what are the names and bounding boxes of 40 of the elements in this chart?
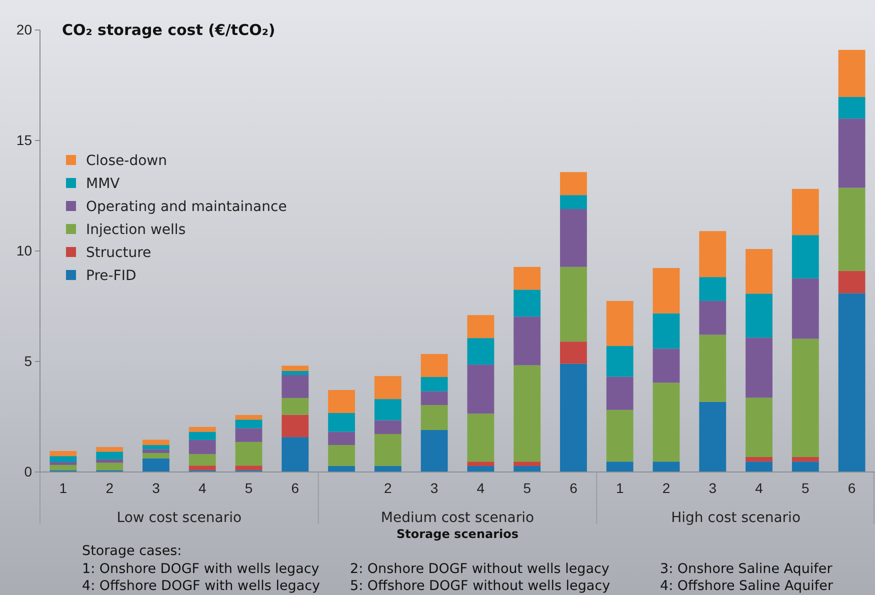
text: 3: Onshore Saline Aquifer	[660, 561, 833, 577]
x-tick-label: 1	[59, 480, 68, 496]
text: 1: Onshore DOGF with wells legacy	[82, 561, 320, 577]
text: High cost scenario	[671, 510, 801, 526]
legend-label: MMV	[86, 176, 120, 192]
x-tick-label: 3	[708, 480, 717, 496]
y-tick-label: 5	[24, 352, 32, 369]
x-tick-label: 2	[384, 480, 392, 496]
x-tick-label: 6	[291, 480, 300, 496]
legend-label: Close-down	[86, 153, 167, 169]
x-tick-label: 3	[152, 480, 160, 496]
x-tick-label: 3	[430, 480, 438, 496]
y-tick-label: 0	[24, 463, 32, 480]
x-tick-label: 5	[802, 480, 810, 496]
text: 5: Offshore DOGF without wells legacy	[350, 578, 610, 594]
text: Storage cases:	[82, 543, 182, 559]
legend-label: Operating and maintainance	[86, 199, 287, 215]
text: Low cost scenario	[116, 510, 242, 526]
x-tick-label: 4	[755, 480, 764, 496]
y-tick-label: 15	[16, 132, 32, 148]
x-tick-label: 5	[244, 480, 253, 496]
x-tick-label: 2	[662, 480, 670, 496]
y-tick-label: 20	[16, 21, 32, 38]
legend-label: Structure	[86, 245, 152, 261]
text: 2: Onshore DOGF without wells legacy	[350, 561, 610, 577]
x-axis-title: Storage scenarios	[396, 527, 518, 541]
x-tick-label: 5	[523, 480, 532, 496]
legend-label: Pre-FID	[86, 268, 136, 284]
text: 4: Offshore DOGF with wells legacy	[82, 578, 320, 594]
x-tick-label: 6	[570, 480, 578, 496]
x-tick-label: 6	[848, 480, 856, 496]
legend-label: Injection wells	[86, 222, 186, 238]
text: Medium cost scenario	[380, 510, 534, 526]
text: 4: Offshore Saline Aquifer	[660, 578, 834, 594]
y-tick-label: 10	[16, 242, 32, 258]
x-tick-label: 2	[106, 480, 114, 496]
x-tick-label: 4	[198, 480, 206, 496]
x-tick-label: 1	[616, 480, 624, 496]
chart-title: CO₂ storage cost (€/tCO₂)	[62, 21, 276, 39]
x-tick-label: 4	[476, 480, 485, 496]
